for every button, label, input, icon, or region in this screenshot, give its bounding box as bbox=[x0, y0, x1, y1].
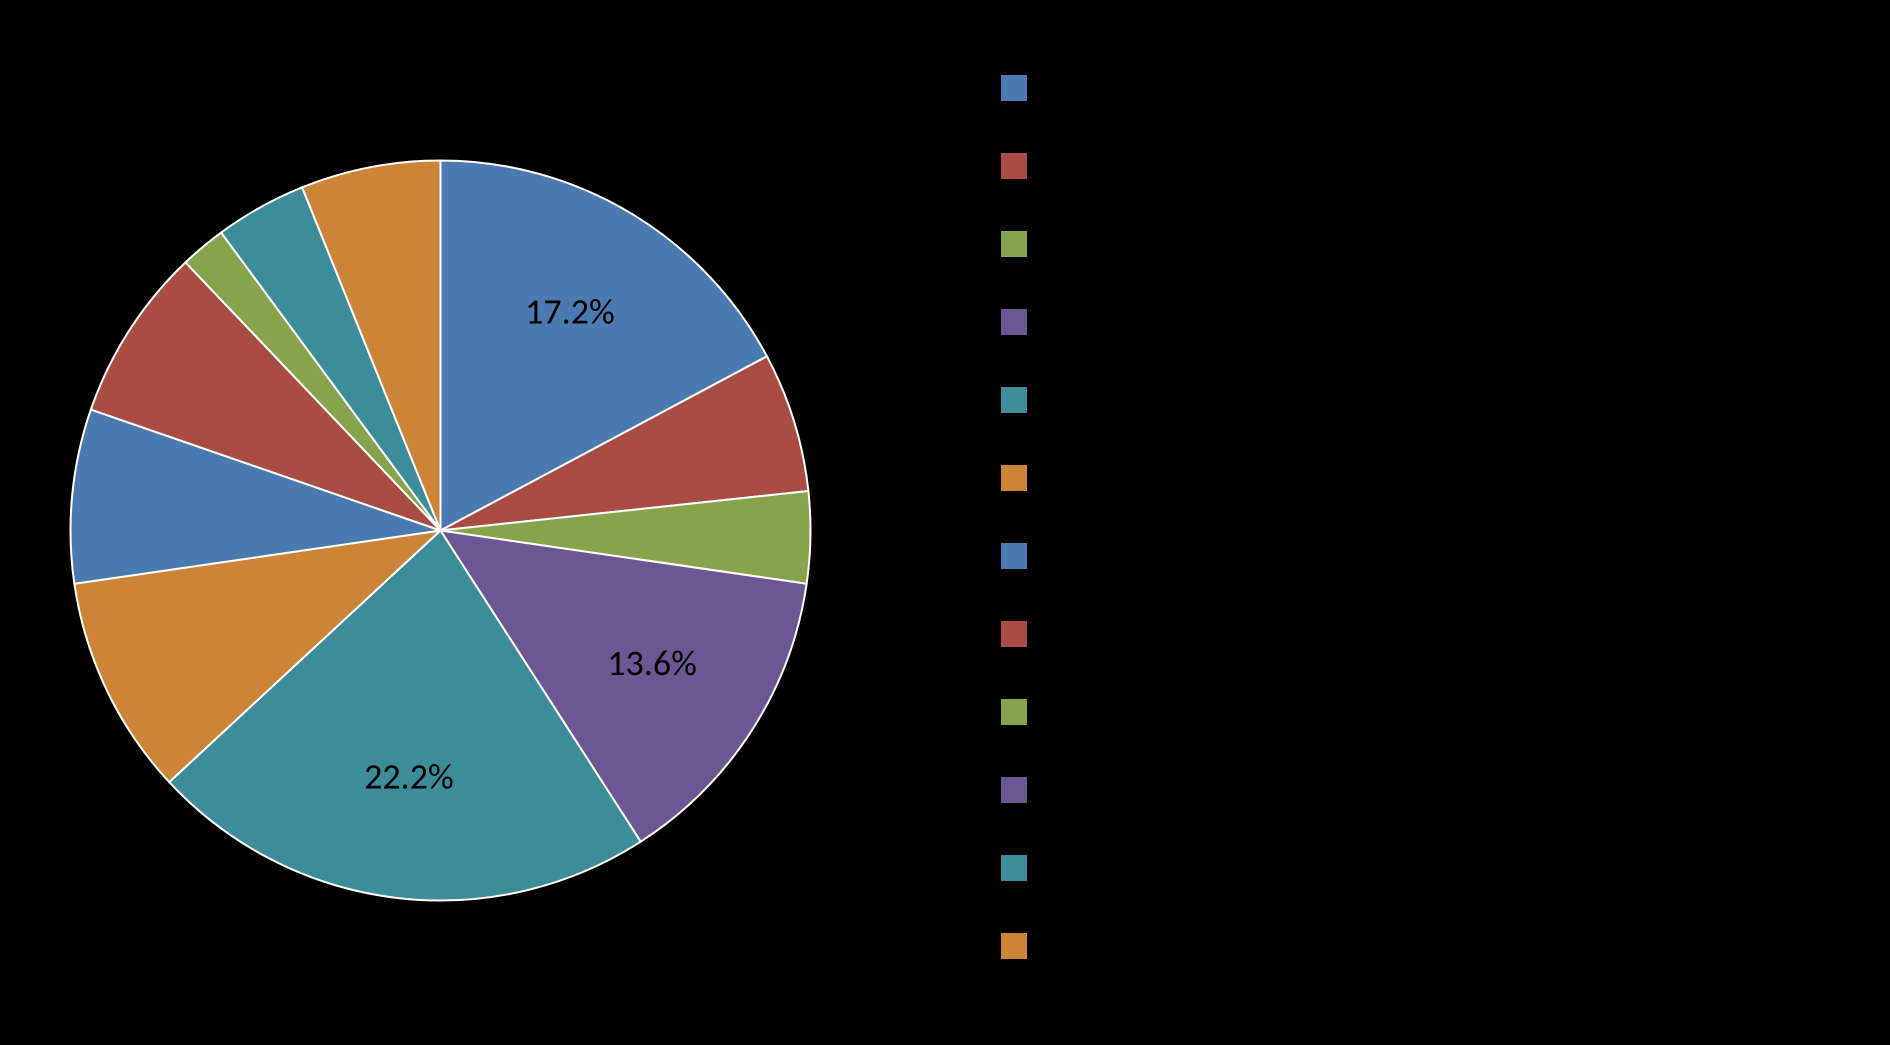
legend-swatch bbox=[1000, 308, 1028, 336]
legend-swatch bbox=[1000, 854, 1028, 882]
legend-swatch bbox=[1000, 620, 1028, 648]
legend-item bbox=[1000, 75, 1042, 101]
legend-item bbox=[1000, 543, 1042, 569]
pie-slice-label: 13.6% bbox=[607, 641, 697, 685]
legend-swatch bbox=[1000, 776, 1028, 804]
legend-swatch bbox=[1000, 386, 1028, 414]
pie-slice-label: 7.6% bbox=[0, 465, 20, 509]
pie-slice-label: 4.0% bbox=[862, 513, 933, 557]
pie-slice-label: 7.6% bbox=[14, 276, 85, 320]
legend-item bbox=[1000, 855, 1042, 881]
pie-slice-label: 17.2% bbox=[525, 289, 615, 333]
legend-swatch bbox=[1000, 698, 1028, 726]
pie-slice-label: 22.2% bbox=[364, 754, 454, 798]
legend-swatch bbox=[1000, 932, 1028, 960]
pie-slice-label: 6.1% bbox=[843, 381, 914, 425]
pie-slice-label: 6.1% bbox=[288, 91, 359, 135]
legend-item bbox=[1000, 465, 1042, 491]
legend-swatch bbox=[1000, 230, 1028, 258]
legend-item bbox=[1000, 153, 1042, 179]
legend-item bbox=[1000, 231, 1042, 257]
legend-swatch bbox=[1000, 74, 1028, 102]
legend bbox=[1000, 75, 1042, 1011]
chart-stage: 17.2% 6.1% 4.0% 13.6% 22.2% 9.6% 7.6% 7.6% 6.1% bbox=[0, 0, 1890, 1045]
pie-chart: 17.2% 6.1% 4.0% 13.6% 22.2% 9.6% 7.6% 7.6% 6.1% bbox=[0, 0, 977, 1045]
legend-item bbox=[1000, 621, 1042, 647]
legend-item bbox=[1000, 777, 1042, 803]
legend-swatch bbox=[1000, 542, 1028, 570]
legend-item bbox=[1000, 309, 1042, 335]
legend-swatch bbox=[1000, 152, 1028, 180]
pie-slice-label: 9.6% bbox=[0, 687, 59, 731]
legend-item bbox=[1000, 699, 1042, 725]
legend-swatch bbox=[1000, 464, 1028, 492]
legend-item bbox=[1000, 933, 1042, 959]
legend-item bbox=[1000, 387, 1042, 413]
